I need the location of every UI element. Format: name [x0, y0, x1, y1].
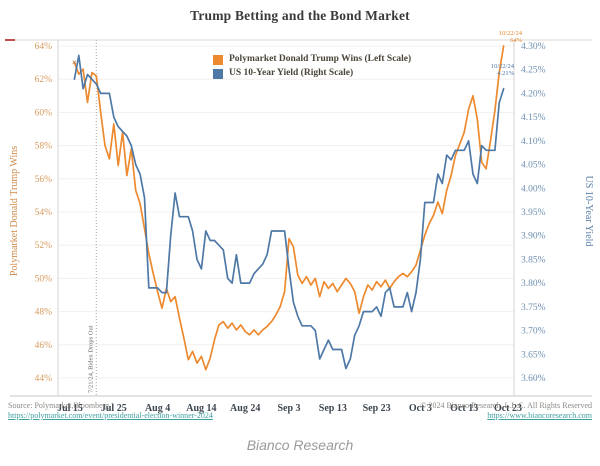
watermark-caption: Bianco Research: [246, 437, 354, 453]
left-tick-label: 58%: [35, 142, 53, 152]
x-tick-label: Sep 13: [319, 403, 347, 414]
left-tick-label: 48%: [35, 308, 53, 318]
copyright-label: © 2024 Bianco Research, L.L.C. All Right…: [420, 401, 592, 410]
right-tick-label: 4.00%: [521, 184, 546, 194]
right-tick-label: 3.85%: [521, 255, 546, 265]
end-label-yield-date: 10/22/24: [491, 63, 515, 70]
x-tick-label: Sep 23: [363, 403, 391, 414]
left-axis-title: Polymarket Donald Trump Wins: [9, 146, 20, 276]
right-tick-label: 3.95%: [521, 208, 546, 218]
right-tick-label: 3.90%: [521, 232, 546, 242]
left-tick-label: 60%: [35, 108, 53, 118]
source-note: Source: Polymarket,Bloomberg https://pol…: [8, 401, 213, 421]
right-tick-label: 4.10%: [521, 137, 546, 147]
legend: Polymarket Donald Trump Wins (Left Scale…: [213, 53, 411, 81]
left-tick-label: 44%: [35, 374, 53, 384]
event-line-label: 7/21/24, Biden Drops Out: [87, 325, 94, 393]
x-tick-label: Sep 3: [277, 403, 300, 414]
trump-start-marker: ×: [72, 58, 77, 68]
legend-swatch-yield: [213, 68, 223, 79]
x-tick-label: Aug 24: [230, 403, 260, 414]
right-tick-label: 4.30%: [521, 42, 546, 52]
chart-title: Trump Betting and the Bond Market: [190, 8, 410, 23]
copyright-link[interactable]: https://www.biancoresearch.com: [487, 411, 592, 420]
yield-line: [73, 54, 505, 370]
legend-label-trump: Polymarket Donald Trump Wins (Left Scale…: [229, 54, 412, 64]
right-tick-label: 4.05%: [521, 161, 546, 171]
left-tick-label: 46%: [35, 341, 53, 351]
x-tick-label: Jul 15: [57, 403, 83, 414]
end-label-trump-date: 10/22/24: [499, 30, 523, 37]
right-tick-label: 4.25%: [521, 66, 546, 76]
x-tick-label: Jul 25: [101, 403, 127, 414]
right-tick-label: 3.60%: [521, 374, 546, 384]
end-label-trump-value: 64%: [510, 37, 523, 44]
right-tick-label: 3.80%: [521, 279, 546, 289]
x-tick-label: Oct 13: [450, 403, 478, 414]
left-tick-label: 50%: [35, 274, 53, 284]
trump-line: [73, 45, 505, 371]
left-tick-label: 64%: [35, 42, 53, 52]
left-tick-label: 52%: [35, 241, 53, 251]
x-tick-label: Oct 3: [409, 403, 432, 414]
right-tick-label: 3.70%: [521, 327, 546, 337]
right-tick-label: 3.65%: [521, 350, 546, 360]
right-axis-title: US 10-Year Yield: [583, 176, 594, 247]
left-tick-label: 56%: [35, 175, 53, 185]
right-tick-label: 4.20%: [521, 89, 546, 99]
legend-item-yield: US 10-Year Yield (Right Scale): [213, 67, 411, 80]
source-label: Source: Polymarket,Bloomberg: [8, 401, 110, 410]
legend-swatch-trump: [213, 54, 223, 65]
left-tick-label: 54%: [35, 208, 53, 218]
left-tick-label: 62%: [35, 75, 53, 85]
right-tick-label: 3.75%: [521, 303, 546, 313]
x-tick-label: Aug 14: [186, 403, 216, 414]
copyright-note: © 2024 Bianco Research, L.L.C. All Right…: [420, 401, 592, 421]
end-label-yield-value: 4.21%: [497, 70, 514, 77]
legend-item-trump: Polymarket Donald Trump Wins (Left Scale…: [213, 53, 411, 66]
x-tick-label: Oct 23: [494, 403, 522, 414]
x-tick-label: Aug 4: [145, 403, 170, 414]
plot-svg: 64% 62% 60% 58% 56% 54% 52% 50% 48% 46% 44% 4.30% 4.…: [5, 30, 594, 414]
source-link[interactable]: https://polymarket.com/event/presidentia…: [8, 411, 213, 420]
legend-label-yield: US 10-Year Yield (Right Scale): [229, 68, 354, 78]
right-tick-label: 4.15%: [521, 113, 546, 123]
